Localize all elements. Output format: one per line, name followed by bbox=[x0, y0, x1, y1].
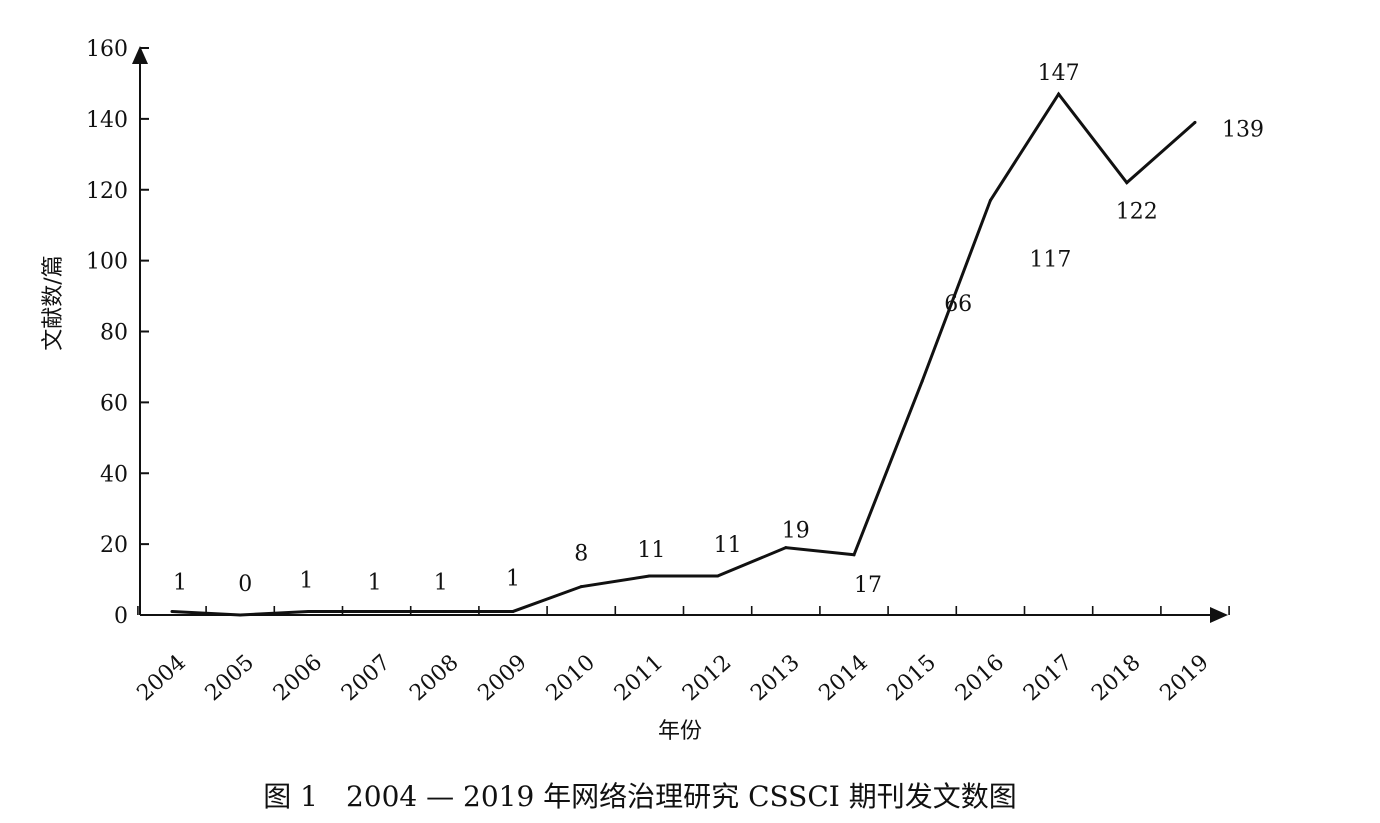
x-tick-label: 2014 bbox=[814, 650, 872, 706]
data-label: 11 bbox=[714, 533, 742, 558]
data-point bbox=[988, 198, 992, 202]
y-tick-label: 120 bbox=[86, 179, 128, 204]
data-point bbox=[1057, 92, 1061, 96]
y-tick-label: 140 bbox=[86, 108, 128, 133]
y-tick-label: 160 bbox=[86, 37, 128, 62]
x-tick-label: 2019 bbox=[1155, 650, 1213, 706]
x-tick-label: 2016 bbox=[951, 650, 1009, 706]
data-point bbox=[852, 553, 856, 557]
data-label: 117 bbox=[1029, 247, 1071, 272]
x-tick-label: 2015 bbox=[883, 650, 941, 706]
data-label: 1 bbox=[173, 570, 187, 595]
x-tick-label: 2004 bbox=[132, 650, 190, 706]
x-tick-label: 2013 bbox=[746, 650, 804, 706]
data-point bbox=[306, 609, 310, 613]
data-label: 17 bbox=[854, 573, 882, 598]
data-point bbox=[238, 613, 242, 617]
data-label: 147 bbox=[1038, 61, 1080, 86]
x-tick-label: 2009 bbox=[473, 650, 531, 706]
y-tick-label: 60 bbox=[100, 391, 128, 416]
figure-caption: 图 1 2004 — 2019 年网络治理研究 CSSCI 期刊发文数图 bbox=[263, 780, 1017, 813]
data-point bbox=[1193, 120, 1197, 124]
x-tick-label: 2006 bbox=[269, 650, 327, 706]
x-tick-label: 2010 bbox=[542, 650, 600, 706]
data-label: 66 bbox=[944, 292, 972, 317]
y-tick-label: 20 bbox=[100, 533, 128, 558]
y-tick-label: 80 bbox=[100, 321, 128, 346]
data-point bbox=[920, 379, 924, 383]
data-point bbox=[511, 609, 515, 613]
series-group bbox=[170, 91, 1197, 617]
data-point bbox=[784, 546, 788, 550]
data-label: 1 bbox=[434, 570, 448, 595]
series-line bbox=[171, 91, 1196, 617]
x-tick-label: 2011 bbox=[610, 650, 668, 706]
data-point bbox=[375, 609, 379, 613]
y-tick-label: 100 bbox=[86, 250, 128, 275]
data-point bbox=[579, 585, 583, 589]
x-tick-label: 2017 bbox=[1019, 650, 1077, 706]
data-point bbox=[170, 609, 174, 613]
data-label: 19 bbox=[782, 519, 810, 544]
data-point bbox=[1125, 181, 1129, 185]
data-point bbox=[647, 574, 651, 578]
y-tick-label: 0 bbox=[114, 604, 128, 629]
data-point bbox=[716, 574, 720, 578]
data-point bbox=[443, 609, 447, 613]
data-label: 8 bbox=[574, 542, 588, 567]
x-tick-label: 2007 bbox=[337, 650, 395, 706]
x-tick-label: 2005 bbox=[201, 650, 259, 706]
x-axis-title: 年份 bbox=[658, 719, 702, 744]
data-label: 1 bbox=[299, 568, 313, 593]
x-axis: 2004 2005 2006 2007 2008 2009 2010 2011 2012 2013… bbox=[132, 606, 1230, 706]
y-tick-label: 40 bbox=[100, 462, 128, 487]
x-tick-label: 2018 bbox=[1087, 650, 1145, 706]
y-axis-arrow bbox=[132, 46, 148, 64]
y-axis-title: 文献数/篇 bbox=[41, 255, 66, 350]
x-tick-label: 2008 bbox=[405, 650, 463, 706]
data-label: 1 bbox=[506, 566, 520, 591]
x-tick-label: 2012 bbox=[678, 650, 736, 706]
data-label: 122 bbox=[1116, 200, 1158, 225]
data-label: 0 bbox=[238, 572, 252, 597]
y-axis: 0 20 40 60 80 100 120 140 160 bbox=[86, 37, 149, 629]
x-axis-arrow bbox=[1210, 607, 1228, 623]
data-label: 11 bbox=[637, 538, 665, 563]
data-label: 139 bbox=[1222, 117, 1264, 142]
data-label: 1 bbox=[368, 570, 382, 595]
